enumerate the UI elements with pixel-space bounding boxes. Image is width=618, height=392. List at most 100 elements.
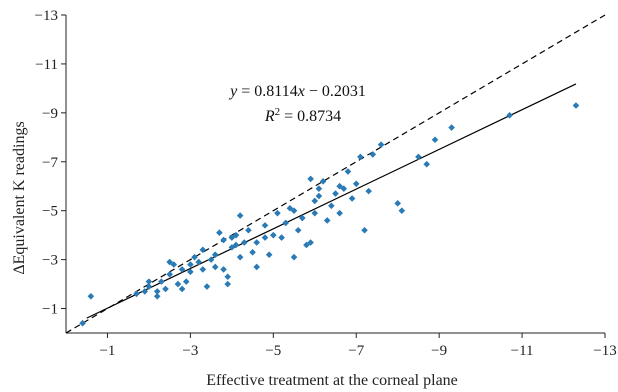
data-point: [307, 175, 314, 183]
r-squared-value: = 0.8734: [280, 108, 341, 125]
regression-line: [86, 83, 577, 319]
data-point: [286, 204, 294, 212]
data-point: [145, 283, 153, 290]
data-point: [220, 266, 227, 273]
data-point: [431, 136, 439, 144]
data-point: [290, 207, 298, 214]
data-point: [249, 248, 256, 256]
data-point: [145, 278, 153, 285]
data-point: [336, 209, 343, 217]
data-point: [290, 253, 298, 261]
x-tick-label: −13: [593, 343, 616, 359]
data-point: [203, 283, 211, 290]
data-point: [357, 153, 364, 161]
chart-ticks: −1 −3 −5 −7 −9 −11 −13 −1 −3 −5 −7 −9 −11 −13: [35, 8, 617, 359]
data-point: [141, 288, 149, 295]
data-point: [211, 263, 219, 271]
data-point: [282, 219, 290, 227]
data-point: [278, 234, 285, 241]
data-point: [506, 111, 513, 119]
data-point: [174, 280, 182, 288]
data-point: [153, 288, 161, 295]
data-point: [369, 151, 377, 158]
data-point: [294, 226, 302, 234]
identity-line: [65, 14, 606, 334]
data-point: [311, 197, 319, 205]
y-tick-label: −13: [35, 8, 58, 24]
data-point: [236, 212, 244, 219]
data-point: [166, 258, 173, 266]
data-point: [187, 268, 194, 276]
equation-y-var: y: [228, 83, 238, 100]
data-point: [344, 168, 352, 175]
data-point: [398, 207, 406, 214]
data-point: [311, 209, 319, 217]
data-point: [228, 234, 236, 241]
data-point: [319, 178, 327, 185]
equation-x-var: x: [297, 83, 305, 100]
chart-axes: [65, 15, 605, 334]
regression-equation: y = 0.8114x − 0.2031: [228, 83, 366, 100]
data-point: [253, 239, 261, 246]
data-point: [340, 185, 348, 192]
chart-points: [79, 102, 580, 327]
y-tick-label: −5: [42, 204, 58, 220]
data-point: [224, 273, 231, 281]
data-point: [158, 278, 165, 285]
data-point: [162, 285, 169, 293]
data-point: [178, 266, 186, 273]
data-point: [315, 192, 323, 200]
data-point: [365, 187, 372, 195]
y-tick-label: −11: [35, 57, 58, 73]
data-point: [240, 239, 248, 246]
y-axis-title: ΔEquivalent K readings: [11, 121, 28, 274]
r-squared-exponent: 2: [275, 106, 281, 118]
equation-slope: = 0.8114: [237, 83, 297, 100]
data-point: [178, 285, 186, 293]
x-tick-label: −3: [182, 343, 198, 359]
data-point: [315, 185, 323, 192]
data-point: [303, 241, 310, 249]
data-point: [323, 217, 331, 224]
data-point: [79, 319, 86, 327]
data-point: [328, 202, 335, 210]
x-axis-title: Effective treatment at the corneal plane: [206, 372, 458, 389]
data-point: [394, 200, 401, 207]
x-tick-label: −7: [348, 343, 364, 359]
data-point: [153, 293, 161, 300]
r-squared-label: R2 = 0.8734: [264, 106, 341, 125]
data-point: [166, 270, 173, 278]
data-point: [232, 231, 240, 239]
data-point: [133, 290, 140, 298]
data-point: [87, 293, 95, 300]
data-point: [199, 266, 207, 273]
y-tick-label: −3: [42, 253, 58, 269]
y-tick-label: −7: [42, 155, 58, 171]
data-point: [187, 261, 194, 268]
data-point: [332, 190, 339, 197]
data-point: [572, 102, 580, 109]
x-tick-label: −5: [265, 343, 281, 359]
y-tick-label: −9: [42, 106, 58, 122]
data-point: [236, 253, 244, 261]
data-point: [423, 160, 431, 168]
data-point: [336, 182, 343, 190]
data-point: [270, 231, 277, 239]
data-point: [245, 226, 252, 234]
data-point: [377, 141, 385, 148]
data-point: [307, 239, 314, 246]
data-point: [274, 209, 281, 217]
y-tick-label: −1: [42, 302, 58, 318]
data-point: [211, 251, 219, 259]
x-tick-label: −1: [99, 343, 115, 359]
data-point: [207, 256, 215, 263]
data-point: [224, 280, 231, 288]
data-point: [415, 153, 422, 161]
data-point: [170, 261, 178, 268]
data-point: [220, 236, 227, 244]
equation-intercept: − 0.2031: [305, 83, 366, 100]
data-point: [232, 241, 240, 249]
data-point: [216, 229, 223, 237]
r-squared-symbol: R: [264, 108, 275, 125]
